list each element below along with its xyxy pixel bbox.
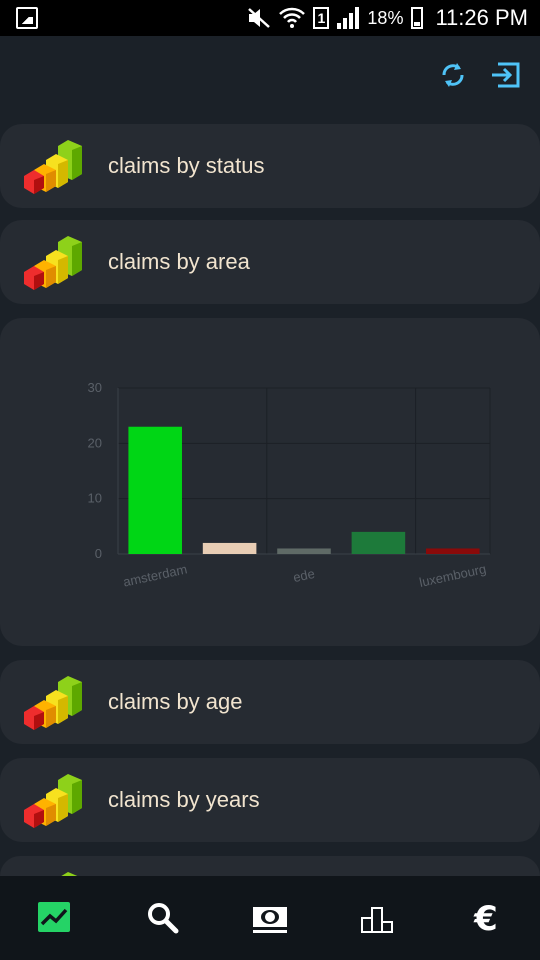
signal-icon: [337, 7, 360, 29]
mute-icon: [248, 8, 271, 28]
card-label: claims by years: [108, 787, 260, 812]
x-tick-label: ede: [292, 566, 316, 585]
battery-icon: [411, 7, 424, 29]
search-icon[interactable]: [144, 898, 184, 938]
sim-icon: 1: [313, 7, 330, 29]
image-icon: [16, 7, 38, 29]
card-claims-by-years[interactable]: claims by years: [0, 758, 540, 842]
euro-icon[interactable]: €: [466, 898, 506, 938]
bar-chart-3d-icon: [24, 676, 82, 730]
bar: [128, 426, 182, 554]
bar-chart-3d-icon: [24, 236, 82, 290]
x-tick-label: luxembourg: [418, 561, 488, 590]
app-toolbar: [0, 36, 540, 120]
card-label: claims by age: [108, 689, 243, 714]
status-bar: 1 18% 11:26 PM: [0, 0, 540, 36]
bar-chart: 0 10 20 30 amsterdam ede luxembourg: [88, 380, 491, 590]
bar: [277, 548, 331, 554]
claims-by-area-chart-card: 0 10 20 30 amsterdam ede luxembourg: [0, 318, 540, 646]
card-claims-by-status[interactable]: claims by status: [0, 124, 540, 208]
wifi-icon: [279, 7, 306, 28]
podium-icon[interactable]: [358, 898, 398, 938]
trend-chart-icon[interactable]: [36, 898, 76, 938]
clock: 11:26 PM: [435, 5, 528, 30]
bottom-navigation: €: [0, 876, 540, 960]
y-tick-label: 20: [88, 435, 102, 450]
logout-icon[interactable]: [490, 58, 524, 92]
bar: [351, 531, 406, 554]
svg-text:€: €: [473, 899, 498, 938]
y-tick-label: 10: [88, 491, 102, 506]
battery-percent: 18%: [367, 7, 404, 28]
bar: [426, 548, 480, 554]
bar: [202, 542, 257, 554]
y-tick-label: 30: [88, 380, 102, 395]
x-tick-label: amsterdam: [122, 561, 189, 589]
card-claims-by-age[interactable]: claims by age: [0, 660, 540, 744]
card-claims-by-area[interactable]: claims by area: [0, 220, 540, 304]
card-label: claims by area: [108, 249, 250, 274]
y-tick-label: 0: [95, 546, 102, 561]
card-label: claims by status: [108, 153, 265, 178]
money-icon[interactable]: [250, 898, 290, 938]
bar-chart-3d-icon: [24, 140, 82, 194]
refresh-icon[interactable]: [436, 58, 470, 92]
bar-chart-3d-icon: [24, 774, 82, 828]
